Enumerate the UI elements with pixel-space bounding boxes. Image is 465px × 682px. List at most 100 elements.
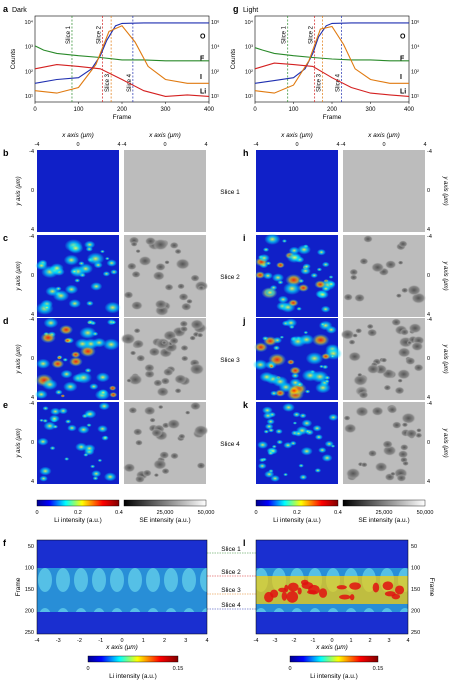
li-spot xyxy=(295,381,304,388)
y-tick-label: 200 xyxy=(411,609,420,615)
y-tick-label: 10² xyxy=(25,69,33,75)
se-pit xyxy=(410,341,424,352)
li-colorbar-right-tick: 0 xyxy=(254,510,257,516)
se-pit xyxy=(190,274,200,282)
series-line-F xyxy=(254,47,409,62)
y-tick-label: 10³ xyxy=(245,45,253,51)
se-pit xyxy=(152,458,167,470)
y-tick-label: 10³ xyxy=(25,45,33,51)
li-spot xyxy=(324,375,331,380)
li-spot xyxy=(321,454,333,462)
depth-hot-spot xyxy=(284,584,289,593)
li-spot xyxy=(303,330,309,335)
li-spot xyxy=(56,355,62,360)
series-label-Li: Li xyxy=(200,88,206,95)
li-spot xyxy=(268,364,275,369)
li-colorbar-right-tick: 0.4 xyxy=(334,510,342,516)
li-spot xyxy=(310,272,318,279)
slice-label-2: Slice 2 xyxy=(309,25,315,44)
x-tick-label: 0 xyxy=(33,107,37,113)
depth-hot-spot xyxy=(297,587,302,595)
y2-tick-label: 10² xyxy=(411,69,419,75)
se-pit xyxy=(143,406,156,416)
li-spot xyxy=(259,371,275,383)
se-map-1 xyxy=(124,150,206,232)
li-spot xyxy=(261,406,273,415)
li-spot xyxy=(45,286,60,297)
se-pit xyxy=(406,340,413,345)
li-spot xyxy=(68,299,81,308)
y-tick-label: 4 xyxy=(31,312,34,318)
li-spot xyxy=(109,391,118,398)
y-tick-label: -4 xyxy=(29,401,34,407)
li-spot xyxy=(86,252,105,266)
li-spot xyxy=(70,268,79,275)
li-colorbar-left-tick: 0.4 xyxy=(115,510,123,516)
se-pit xyxy=(348,339,356,345)
series-line-O xyxy=(34,22,209,84)
li-spot xyxy=(42,418,48,423)
li-spot xyxy=(271,444,277,449)
li-spot xyxy=(90,464,96,469)
y-tick-label: 50 xyxy=(411,544,417,550)
se-pit xyxy=(359,257,369,265)
x-axis-label: x axis (μm) xyxy=(105,644,138,651)
se-pit xyxy=(144,363,155,373)
se-colorbar-right xyxy=(342,499,426,507)
x-tick-label: 0 xyxy=(253,107,257,113)
li-map-1 xyxy=(37,150,119,232)
se-pit xyxy=(343,293,354,301)
x-tick-label: -1 xyxy=(98,638,103,644)
panel-letter-f: f xyxy=(3,538,7,548)
se-pit xyxy=(178,292,189,301)
se-pit xyxy=(352,374,368,387)
li-spot xyxy=(330,444,336,448)
se-pit xyxy=(155,262,166,272)
x-tick-label: 0 xyxy=(120,638,123,644)
x-tick-label: 200 xyxy=(327,107,338,113)
se-pit xyxy=(358,391,369,399)
li-spot xyxy=(104,301,121,314)
li-spot xyxy=(292,421,298,425)
se-map-background xyxy=(343,150,425,232)
li-map-3 xyxy=(252,318,343,401)
slice-label-3: Slice 3 xyxy=(221,587,241,594)
li-colorbar-bottom-right-tick: 0 xyxy=(288,666,291,672)
li-spot xyxy=(103,472,117,482)
li-spot xyxy=(282,402,295,412)
y-tick-label: -4 xyxy=(427,401,432,407)
panel-letter-l: l xyxy=(243,538,246,548)
li-spot xyxy=(266,418,275,425)
li-spot xyxy=(286,252,302,264)
y-tick-label: 10¹ xyxy=(245,94,253,100)
li-spot xyxy=(67,424,77,432)
y-axis-label: y axis (μm) xyxy=(442,427,448,457)
y-tick-label: 0 xyxy=(31,440,34,446)
li-spot xyxy=(263,288,277,298)
se-pit xyxy=(363,235,373,243)
y-tick-label: 0 xyxy=(31,356,34,362)
li-colorbar-right-tick: 0.2 xyxy=(293,510,301,516)
li-spot xyxy=(95,372,110,383)
li-spot xyxy=(49,414,60,423)
x-tick-label: -4 xyxy=(254,638,259,644)
slice-label-4: Slice 4 xyxy=(221,602,241,609)
se-pit xyxy=(354,293,366,303)
se-pit xyxy=(398,240,408,248)
se-colorbar-left xyxy=(123,499,207,507)
li-spot xyxy=(90,282,103,291)
li-spot xyxy=(312,424,322,432)
se-pit xyxy=(152,271,166,281)
se-pit xyxy=(196,332,204,338)
se-pit xyxy=(179,320,189,328)
slice-name: Slice 3 xyxy=(220,357,240,364)
se-colorbar-left-tick: 25,000 xyxy=(157,510,174,516)
colorbars: 0 0.2 0.4 Li intensity (a.u.) 25,000 50,000 SE… xyxy=(35,499,433,680)
slice-name: Slice 1 xyxy=(220,189,240,196)
se-pit xyxy=(345,467,361,480)
se-pit xyxy=(164,283,174,291)
li-colorbar-left xyxy=(36,499,120,507)
se-pit xyxy=(390,471,396,476)
li-spot xyxy=(304,429,311,434)
li-spot xyxy=(253,342,268,353)
